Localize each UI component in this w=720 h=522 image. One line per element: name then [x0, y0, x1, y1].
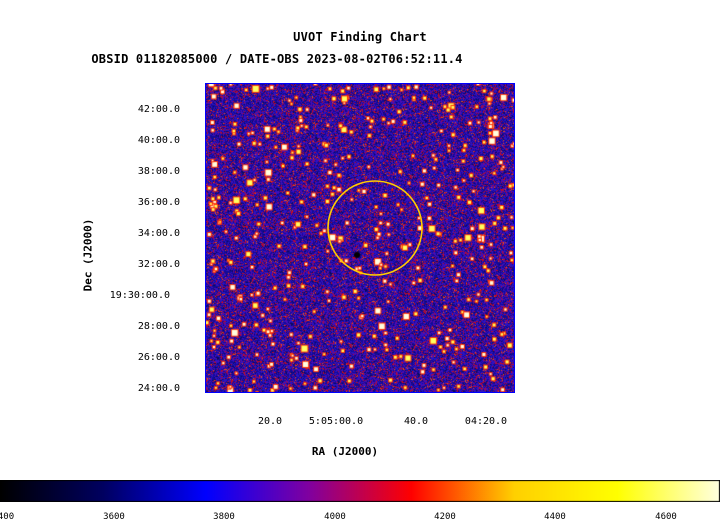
- y-tick-label: 34:00.0: [137, 228, 180, 239]
- field-overlay: [205, 83, 515, 393]
- y-tick-label: 36:00.0: [137, 197, 180, 208]
- y-tick-label: 32:00.0: [137, 259, 180, 270]
- y-tick-label: 24:00.0: [137, 383, 180, 394]
- colorbar-tick: 4000: [324, 512, 346, 522]
- x-axis-label: RA (J2000): [311, 445, 379, 458]
- colorbar: [0, 480, 720, 502]
- chart-title: UVOT Finding Chart: [293, 30, 427, 44]
- colorbar-tick: 4600: [655, 512, 677, 522]
- y-axis-label: Dec (J2000): [81, 218, 95, 292]
- y-tick-label: 42:00.0: [137, 104, 180, 115]
- field-border: [205, 83, 515, 393]
- x-tick-label: 20.0: [257, 416, 283, 427]
- x-tick-label: 40.0: [403, 416, 429, 427]
- y-tick-label: 26:00.0: [137, 352, 180, 363]
- colorbar-tick: 4200: [434, 512, 456, 522]
- chart-subtitle: OBSID 01182085000 / DATE-OBS 2023-08-02T…: [91, 52, 463, 66]
- sky-image: [205, 83, 515, 393]
- x-tick-label: 04:20.0: [464, 416, 508, 427]
- y-tick-label: 19:30:00.0: [109, 290, 170, 301]
- y-tick-label: 38:00.0: [137, 166, 180, 177]
- colorbar-tick: 4400: [544, 512, 566, 522]
- colorbar-tick: 400: [0, 512, 15, 522]
- x-tick-label: 5:05:00.0: [308, 416, 364, 427]
- y-tick-label: 40:00.0: [137, 135, 180, 146]
- colorbar-tick: 3600: [103, 512, 125, 522]
- source-region-circle: [327, 180, 423, 276]
- y-tick-label: 28:00.0: [137, 321, 180, 332]
- colorbar-tick: 3800: [213, 512, 235, 522]
